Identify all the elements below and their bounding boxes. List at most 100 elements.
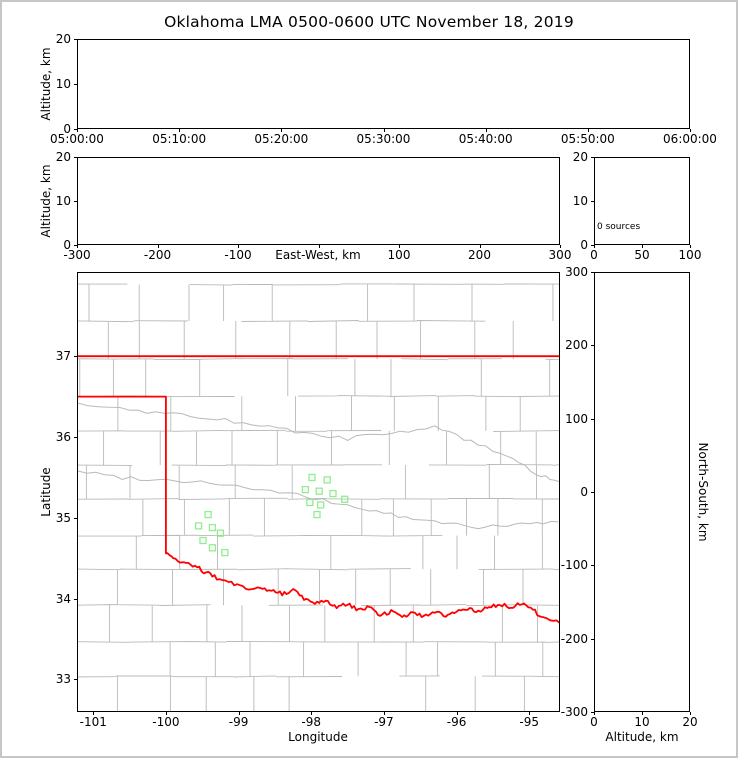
ns-height-xlabel: Altitude, km: [605, 730, 679, 744]
lma-station-marker: [208, 523, 217, 532]
lma-station-marker: [317, 501, 325, 509]
y-tick-label: 20: [55, 150, 71, 164]
x-tick-label: -101: [79, 715, 107, 729]
y-tick-mark: [74, 129, 77, 130]
x-tick-label: -300: [63, 248, 91, 262]
y-tick-label: 36: [55, 430, 71, 445]
x-tick-mark: [238, 712, 240, 715]
lma-station-marker: [308, 473, 316, 482]
x-tick-label: -100: [224, 248, 252, 262]
oklahoma-map-canvas: [78, 283, 559, 711]
lma-station-marker: [221, 548, 229, 557]
x-tick-mark: [587, 129, 589, 132]
lma-station-marker: [313, 510, 321, 519]
y-tick-mark: [591, 345, 594, 347]
x-tick-mark: [399, 245, 400, 248]
y-tick-mark: [591, 492, 594, 493]
y-tick-label: -300: [560, 705, 588, 719]
x-tick-label: 100: [387, 248, 411, 262]
map-xlabel: Longitude: [288, 730, 348, 744]
x-tick-label: 05:10:00: [152, 132, 207, 146]
x-tick-label: 05:00:00: [50, 132, 104, 146]
x-tick-mark: [238, 245, 239, 248]
y-tick-mark: [591, 245, 594, 246]
lma-station-marker: [204, 510, 212, 519]
y-tick-label: 10: [572, 194, 588, 208]
y-tick-label: 37: [55, 349, 71, 364]
y-tick-label: 300: [565, 265, 588, 279]
x-tick-mark: [318, 245, 320, 248]
x-tick-mark: [383, 712, 385, 715]
y-tick-mark: [74, 356, 77, 358]
y-tick-label: -100: [560, 558, 588, 573]
x-tick-mark: [642, 712, 643, 715]
x-tick-label: 300: [548, 248, 572, 262]
x-tick-label: 50: [634, 248, 650, 262]
north-south-height-panel: [594, 272, 690, 712]
y-tick-mark: [591, 418, 594, 420]
y-tick-mark: [591, 565, 594, 567]
y-tick-label: 35: [55, 510, 71, 525]
x-tick-label: -98: [301, 715, 322, 729]
plan-view-map-panel: [77, 272, 560, 712]
x-tick-mark: [690, 712, 691, 715]
x-tick-mark: [383, 129, 385, 132]
y-tick-label: 200: [565, 338, 588, 353]
y-tick-label: 33: [55, 672, 71, 687]
x-tick-mark: [560, 245, 561, 248]
y-tick-mark: [74, 157, 77, 158]
oklahoma-border: [78, 395, 559, 624]
ew-height-ylabel: Altitude, km: [39, 164, 53, 238]
x-tick-label: 05:40:00: [458, 132, 513, 146]
x-tick-label: -99: [228, 715, 249, 729]
y-tick-label: 20: [55, 32, 71, 46]
time-height-ylabel: Altitude, km: [39, 47, 53, 121]
x-tick-label: 06:00:00: [663, 132, 717, 146]
x-tick-label: -96: [446, 715, 467, 729]
x-tick-label: 0: [590, 248, 598, 262]
x-tick-mark: [77, 245, 78, 248]
x-tick-label: 05:30:00: [356, 132, 411, 146]
y-tick-mark: [591, 157, 594, 158]
y-tick-mark: [591, 712, 594, 713]
y-tick-mark: [74, 437, 77, 439]
y-tick-mark: [74, 39, 77, 40]
x-tick-mark: [281, 129, 283, 132]
x-tick-label: 10: [634, 715, 650, 729]
river-line: [78, 402, 559, 482]
east-west-height-panel: [77, 157, 560, 245]
ns-height-right-ylabel: North-South, km: [696, 442, 710, 542]
ew-height-xlabel: East-West, km: [275, 248, 361, 262]
x-tick-mark: [93, 712, 95, 715]
lma-station-marker: [216, 529, 225, 537]
lma-station-marker: [194, 522, 203, 530]
y-tick-label: 0: [580, 485, 588, 499]
x-tick-mark: [594, 245, 595, 248]
x-tick-mark: [529, 712, 531, 715]
lma-station-marker: [329, 489, 337, 498]
x-tick-mark: [642, 245, 643, 248]
x-tick-mark: [179, 129, 181, 132]
y-tick-mark: [591, 201, 594, 202]
lma-station-marker: [315, 487, 323, 495]
y-tick-label: 0: [63, 238, 71, 252]
map-ylabel: Latitude: [39, 467, 53, 517]
x-tick-mark: [485, 129, 487, 132]
x-tick-mark: [456, 712, 458, 715]
x-tick-label: -100: [152, 715, 180, 729]
y-tick-label: 0: [580, 238, 588, 252]
lma-station-marker: [306, 498, 314, 507]
y-tick-label: 10: [55, 77, 71, 91]
y-tick-mark: [74, 245, 77, 246]
x-tick-label: -200: [143, 248, 172, 262]
x-tick-mark: [690, 129, 691, 132]
y-tick-label: 100: [565, 411, 588, 426]
river-line: [78, 470, 559, 530]
x-tick-mark: [157, 245, 159, 248]
y-tick-label: -200: [560, 631, 588, 646]
x-tick-label: 200: [468, 248, 491, 262]
y-tick-mark: [74, 679, 77, 681]
lma-station-marker: [208, 544, 217, 552]
x-tick-mark: [594, 712, 595, 715]
